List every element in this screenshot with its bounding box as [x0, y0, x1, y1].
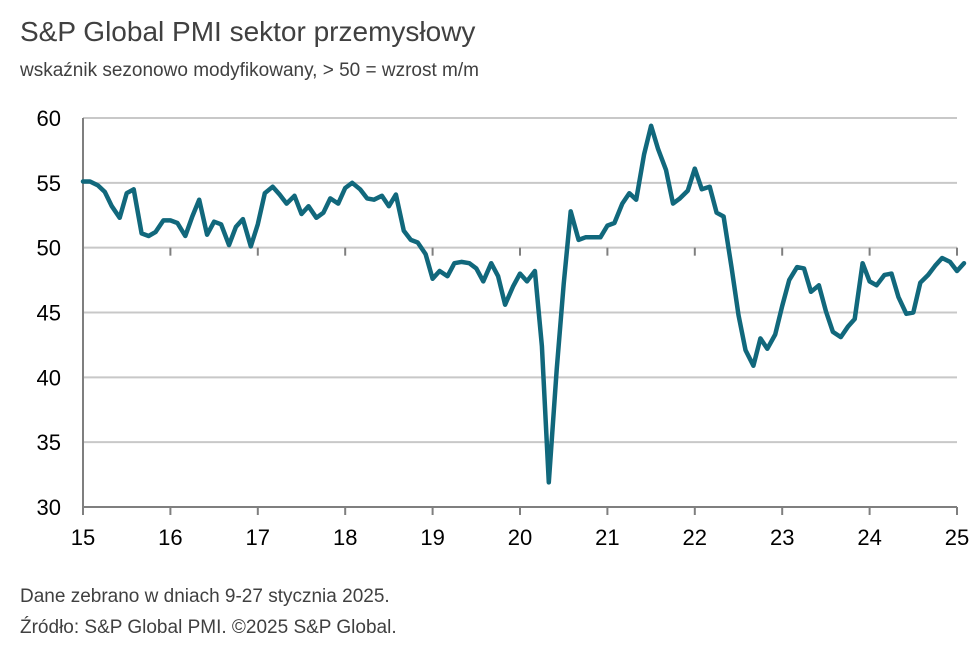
chart-title: S&P Global PMI sektor przemysłowy: [20, 16, 476, 47]
x-tick-label: 24: [857, 525, 881, 550]
x-tick-label: 16: [158, 525, 182, 550]
y-tick-label: 60: [37, 106, 61, 131]
x-tick-label: 15: [71, 525, 95, 550]
x-tick-label: 20: [508, 525, 532, 550]
x-tick-label: 19: [420, 525, 444, 550]
chart-subtitle: wskaźnik sezonowo modyfikowany, > 50 = w…: [20, 60, 479, 81]
gridlines: [83, 117, 957, 444]
y-tick-label: 30: [37, 495, 61, 520]
footnote-data-collection: Dane zebrano w dniach 9-27 stycznia 2025…: [20, 586, 390, 607]
x-tick-label: 25: [945, 525, 969, 550]
y-tick-label: 55: [37, 171, 61, 196]
footnote-source: Źródło: S&P Global PMI. ©2025 S&P Global…: [20, 617, 397, 638]
series-line-0: [80, 123, 967, 485]
pmi-line-chart: 30 35 40 45 50 55 60 15 16 17 18 19 20 21 22 23 24 25: [37, 106, 970, 550]
series-lines: [80, 123, 967, 485]
x-tick-label: 23: [770, 525, 794, 550]
y-tick-label: 40: [37, 365, 61, 390]
y-tick-labels: 30 35 40 45 50 55 60: [37, 106, 61, 520]
x-tick-label: 18: [333, 525, 357, 550]
x-tick-label: 21: [595, 525, 619, 550]
x-tick-label: 22: [683, 525, 707, 550]
x-tick-labels: 15 16 17 18 19 20 21 22 23 24 25: [71, 525, 969, 550]
y-tick-label: 35: [37, 430, 61, 455]
y-tick-label: 50: [37, 236, 61, 261]
x-tick-label: 17: [246, 525, 270, 550]
y-tick-label: 45: [37, 301, 61, 326]
